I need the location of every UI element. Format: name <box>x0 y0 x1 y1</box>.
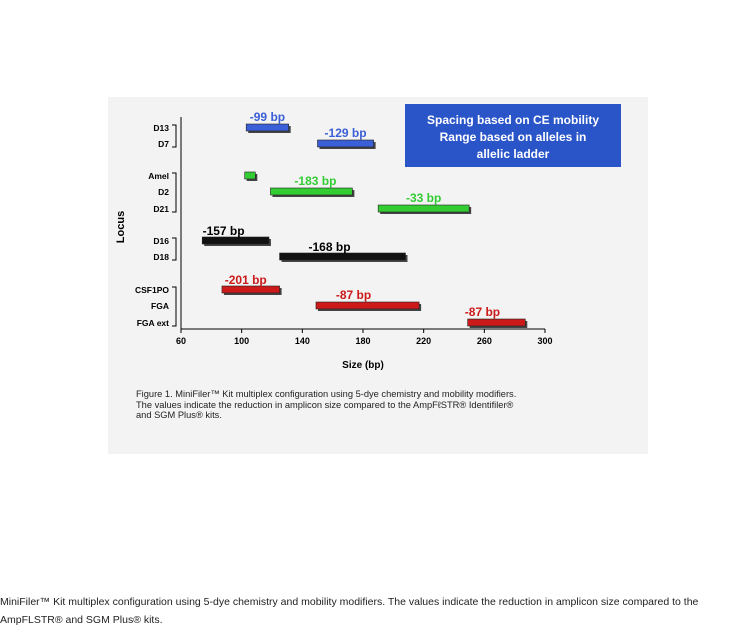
reduction-label: -129 bp <box>325 126 367 140</box>
locus-label: FGA <box>151 301 169 311</box>
x-tick-label: 260 <box>477 336 492 346</box>
page-caption: MiniFiler™ Kit multiplex configuration u… <box>0 596 699 626</box>
x-tick-label: 220 <box>416 336 431 346</box>
locus-bar <box>201 236 270 245</box>
figure-caption-line-1: Figure 1. MiniFiler™ Kit multiplex confi… <box>136 389 517 399</box>
locus-label: Amel <box>148 171 169 181</box>
figure-caption: Figure 1. MiniFiler™ Kit multiplex confi… <box>136 389 636 421</box>
locus-group-bracket <box>172 286 177 327</box>
reduction-label: -183 bp <box>294 174 336 188</box>
reduction-label: -87 bp <box>336 288 371 302</box>
locus-bar <box>377 204 470 213</box>
reduction-label: -157 bp <box>203 224 245 238</box>
legend-box <box>405 104 621 167</box>
x-tick-label: 180 <box>355 336 370 346</box>
locus-bar <box>221 285 280 294</box>
reduction-label: -87 bp <box>465 305 500 319</box>
locus-bar <box>270 187 353 196</box>
figure-panel: 60 100 140 180 220 260 300 Size (bp) Locus D13 -99… <box>108 97 648 454</box>
x-axis-label: Size (bp) <box>342 360 384 371</box>
locus-bar <box>317 139 374 148</box>
legend-box-line: Range based on alleles in <box>440 130 587 144</box>
locus-label: CSF1PO <box>135 285 169 295</box>
locus-group-bracket <box>172 237 177 261</box>
locus-label: D21 <box>153 204 169 214</box>
legend-box-line: allelic ladder <box>477 147 550 161</box>
locus-label: D2 <box>158 187 169 197</box>
x-tick-label: 60 <box>176 336 186 346</box>
figure-caption-line-2: The values indicate the reduction in amp… <box>136 399 514 410</box>
reduction-label: -99 bp <box>250 110 285 124</box>
locus-label: D18 <box>153 252 169 262</box>
reduction-label: -168 bp <box>309 240 351 254</box>
x-tick-label: 100 <box>234 336 249 346</box>
reduction-label: -33 bp <box>406 191 441 205</box>
x-tick-label: 300 <box>537 336 552 346</box>
locus-bar <box>244 171 256 180</box>
locus-label: FGA ext <box>137 318 169 328</box>
legend-box-line: Spacing based on CE mobility <box>427 113 599 127</box>
locus-label: D7 <box>158 139 169 149</box>
locus-bar <box>315 301 420 310</box>
locus-label: D16 <box>153 236 169 246</box>
locus-bar <box>279 252 406 261</box>
x-tick-label: 140 <box>295 336 310 346</box>
y-axis-label: Locus <box>115 211 127 243</box>
locus-label: D13 <box>153 123 169 133</box>
locus-group-bracket <box>172 124 177 148</box>
chart: 60 100 140 180 220 260 300 Size (bp) Locus D13 -99… <box>115 104 621 371</box>
locus-group-bracket <box>172 172 177 213</box>
locus-bar <box>245 123 289 132</box>
figure-caption-line-3: and SGM Plus® kits. <box>136 410 222 420</box>
reduction-label: -201 bp <box>225 273 267 287</box>
locus-bar <box>467 318 526 327</box>
